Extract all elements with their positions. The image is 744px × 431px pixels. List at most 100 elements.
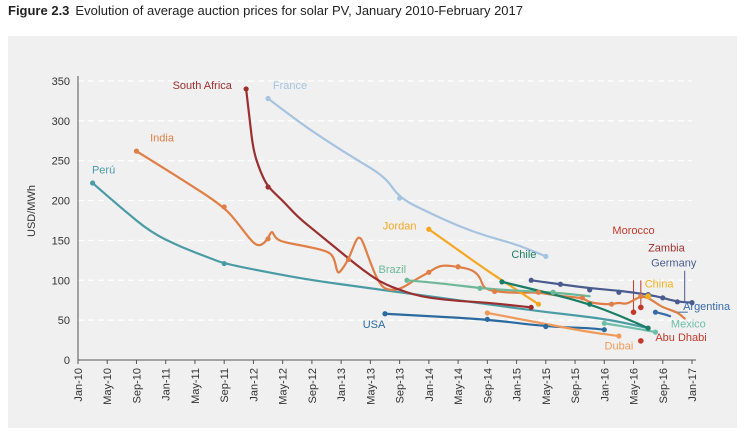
y-tick-300: 300	[52, 116, 70, 128]
y-tick-100: 100	[52, 275, 70, 287]
chart-panel: 0 50 100 150 200 250 300 350 Jan-10 May-10 Sep-10 J…	[8, 36, 737, 428]
marker-india-9	[608, 301, 615, 307]
marker-brazil-2	[550, 289, 556, 295]
series-line-peru	[91, 181, 650, 330]
marker-india-3	[345, 256, 352, 263]
point-morocco	[630, 309, 637, 315]
label-germany: Germany	[651, 258, 697, 270]
label-zambia: Zambia	[648, 243, 686, 255]
figure-title: Figure 2.3 Evolution of average auction p…	[8, 3, 523, 18]
figure-caption: Evolution of average auction prices for …	[75, 3, 523, 18]
marker-germany-1	[557, 281, 564, 287]
marker-india-10	[638, 293, 644, 299]
marker-india-5	[455, 264, 461, 270]
marker-germany-0	[528, 277, 534, 283]
label-dubai: Dubai	[605, 341, 634, 353]
series-lines	[91, 87, 694, 338]
y-axis-label: USD/MWh	[26, 185, 38, 237]
x-tick-may-12: May-12	[278, 368, 290, 405]
series-labels: Perú India South Africa France Jordan Brazil C…	[92, 80, 731, 353]
marker-brazil-0	[404, 277, 410, 283]
x-tick-may-16: May-16	[629, 368, 641, 405]
x-tick-sep-11: Sep-11	[219, 368, 231, 403]
marker-india-4	[426, 269, 432, 275]
marker-france-1	[397, 195, 403, 201]
marker-india-2	[265, 236, 271, 242]
marker-germany-6	[674, 299, 680, 305]
label-usa: USA	[363, 319, 386, 331]
marker-france-0	[265, 95, 271, 102]
marker-india-0	[133, 148, 140, 154]
marker-dubai-1	[616, 333, 622, 339]
label-south-africa: South Africa	[173, 80, 233, 92]
x-tick-jan-17: Jan-17	[687, 368, 699, 402]
label-morocco: Morocco	[612, 225, 654, 237]
axes: 0 50 100 150 200 250 300 350 Jan-10 May-10 Sep-10 J…	[52, 76, 699, 405]
x-tick-sep-14: Sep-14	[482, 368, 494, 403]
x-tick-sep-12: Sep-12	[307, 368, 319, 403]
label-brazil: Brazil	[379, 264, 407, 276]
marker-chile-0	[499, 279, 505, 285]
marker-india-7	[535, 289, 542, 295]
x-tick-sep-10: Sep-10	[131, 368, 143, 403]
label-abu-dhabi: Abu Dhabi	[655, 332, 706, 344]
marker-peru-0	[90, 180, 96, 186]
marker-south-africa-1	[265, 184, 271, 190]
point-abu-dhabi	[638, 338, 644, 344]
series-line-germany	[530, 279, 694, 304]
label-france: France	[273, 80, 307, 92]
x-tick-jan-14: Jan-14	[424, 368, 436, 402]
x-tick-jan-15: Jan-15	[512, 368, 524, 402]
point-china	[645, 293, 651, 300]
marker-germany-2	[587, 287, 593, 293]
marker-jordan-0	[426, 226, 432, 232]
marker-france-2	[543, 253, 549, 259]
grid-lines	[78, 80, 692, 321]
marker-south-africa-0	[243, 86, 249, 92]
marker-germany-5	[660, 295, 666, 301]
marker-usa-3	[601, 327, 607, 333]
y-tick-50: 50	[58, 315, 70, 327]
marker-dubai-0	[484, 310, 490, 316]
marker-argentina-0	[652, 309, 659, 315]
marker-brazil-1	[477, 285, 483, 291]
y-tick-0: 0	[64, 355, 70, 367]
y-tick-200: 200	[52, 196, 70, 208]
x-tick-jan-10: Jan-10	[73, 368, 85, 402]
marker-peru-1	[221, 260, 227, 267]
label-jordan: Jordan	[383, 220, 417, 232]
series-line-chile	[500, 280, 650, 330]
marker-chile-2	[645, 325, 651, 331]
series-line-dubai	[486, 311, 621, 338]
marker-india-6	[492, 288, 498, 295]
series-line-usa	[383, 312, 606, 331]
label-china: China	[645, 278, 675, 290]
marker-south-africa-2	[528, 304, 534, 310]
series-line-france	[266, 97, 547, 258]
x-tick-may-14: May-14	[453, 368, 465, 405]
x-tick-may-15: May-15	[541, 368, 553, 405]
x-tick-sep-13: Sep-13	[395, 368, 407, 403]
marker-jordan-1	[535, 301, 542, 307]
x-tick-may-13: May-13	[365, 368, 377, 405]
x-tick-jan-16: Jan-16	[599, 368, 611, 402]
label-mexico: Mexico	[671, 318, 706, 330]
x-tick-sep-16: Sep-16	[658, 368, 670, 403]
marker-mexico-1	[652, 329, 659, 335]
marker-mexico-0	[601, 320, 607, 326]
series-line-india	[135, 150, 686, 320]
y-tick-250: 250	[52, 156, 70, 168]
marker-germany-7	[689, 300, 695, 306]
label-peru: Perú	[92, 164, 115, 176]
line-chart: 0 50 100 150 200 250 300 350 Jan-10 May-10 Sep-10 J…	[26, 76, 731, 405]
marker-india-8	[579, 295, 585, 301]
label-india: India	[150, 133, 175, 145]
y-tick-350: 350	[52, 76, 70, 88]
point-zambia	[638, 304, 644, 311]
x-tick-may-11: May-11	[190, 368, 202, 404]
x-tick-jan-12: Jan-12	[248, 368, 260, 402]
x-tick-may-10: May-10	[102, 368, 114, 405]
series-markers	[90, 86, 695, 344]
y-tick-150: 150	[52, 235, 70, 247]
x-tick-jan-13: Jan-13	[336, 368, 348, 402]
